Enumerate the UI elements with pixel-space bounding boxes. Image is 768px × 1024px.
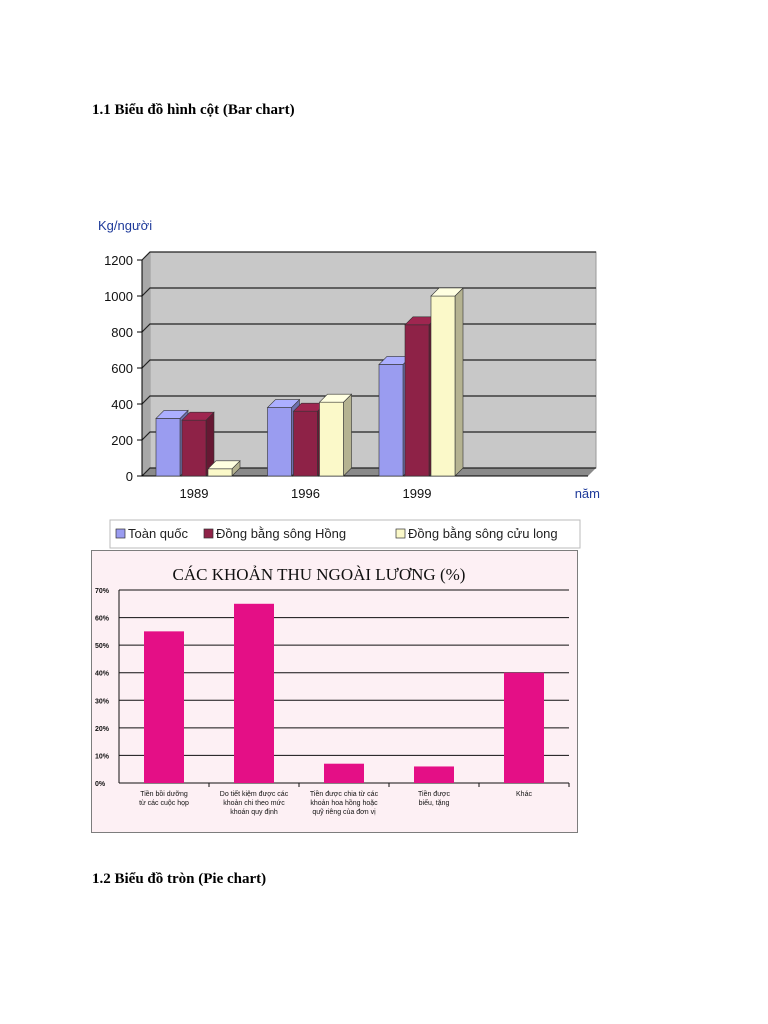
y-tick-label: 10% [95,753,110,760]
bar-chart-food-per-capita: Kg/người 0 200 400 600 800 1000 1200 1989 1996 199… [98,218,600,549]
y-axis-unit: Kg/người [98,218,152,233]
y-tick-label: 600 [111,361,133,376]
gridline [141,251,596,261]
bar-top [318,393,353,403]
y-tick-label: 30% [95,698,110,705]
bar-front [404,324,430,477]
y-tick-label: 800 [111,325,133,340]
legend-label: Đồng bằng sông Hồng [216,526,346,541]
bar-front [207,468,233,477]
bar-side [454,287,464,477]
y-tick-label: 70% [95,588,110,595]
bar-front [319,401,344,477]
y-tick-label: 200 [111,433,133,448]
legend-label: Toàn quốc [128,526,188,541]
bar-4 [414,766,454,783]
x-category-label: Tiền được biếu, tặng [418,789,450,807]
x-tick-label: 1999 [403,486,432,501]
bar-top [430,287,464,297]
bar-1996-3 [318,393,353,477]
bar-front [378,364,404,477]
bar-1999-3 [430,287,464,477]
y-tick-label: 20% [95,726,110,733]
legend-item-3: Đồng bằng sông cửu long [395,526,558,541]
legend-item-1: Toàn quốc [115,526,188,541]
bar-3 [324,763,364,783]
bar-front [267,407,292,477]
x-axis-unit: năm [575,486,600,501]
bar-chart-extra-income: CÁC KHOẢN THU NGOÀI LƯƠNG (%) 0% 10% 20% 30%… [91,550,578,833]
chart-title: CÁC KHOẢN THU NGOÀI LƯƠNG (%) [173,565,466,584]
x-category-label: Tiền được chia từ các khoản hoa hồng hoặc… [310,789,379,816]
plot-floor [142,468,596,476]
legend-swatch [115,528,126,539]
legend-box [109,519,581,549]
y-tick-label: 40% [95,671,110,678]
y-tick-label: 0 [126,469,133,484]
legend-swatch [203,528,214,539]
y-tick-label: 60% [95,616,110,623]
y-tick-label: 1000 [104,289,133,304]
x-tick-label: 1989 [180,486,209,501]
section-heading-pie-chart: 1.2 Biểu đồ tròn (Pie chart) [92,871,267,887]
legend-swatch [395,528,406,539]
bar-top [155,410,189,419]
section-heading-bar-chart: 1.1 Biểu đồ hình cột (Bar chart) [92,102,295,118]
bar-1989-3 [207,460,241,477]
legend: Toàn quốc Đồng bằng sông Hồng Đồng bằng sô… [109,519,581,549]
bar-top [266,399,301,408]
bar-top [181,411,215,421]
bar-1989-2 [181,411,215,477]
bar-5 [504,672,544,783]
bar-side [343,393,352,477]
bar-front [430,295,456,477]
bar-front [181,419,207,477]
legend-label: Đồng bằng sông cửu long [408,526,558,541]
y-tick-label: 0% [95,781,106,788]
bar-1 [144,631,184,783]
x-category-label: Tiền bồi dưỡng từ các cuộc họp [139,789,189,807]
x-category-label: Khác [516,791,532,798]
bar-top [207,460,241,470]
x-category-label: Do tiết kiệm được các khoản chi theo mức k… [220,789,289,816]
bar-front [155,418,181,477]
y-tick-label: 50% [95,643,110,650]
bar-2 [234,603,274,783]
legend-item-2: Đồng bằng sông Hồng [203,526,346,541]
y-tick-label: 1200 [104,253,133,268]
x-tick-label: 1996 [291,486,320,501]
y-tick-label: 400 [111,397,133,412]
bar-front [293,410,318,477]
